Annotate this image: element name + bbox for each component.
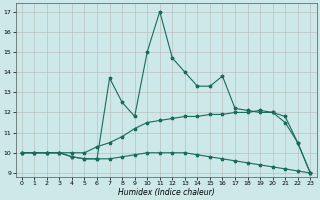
X-axis label: Humidex (Indice chaleur): Humidex (Indice chaleur): [118, 188, 214, 197]
